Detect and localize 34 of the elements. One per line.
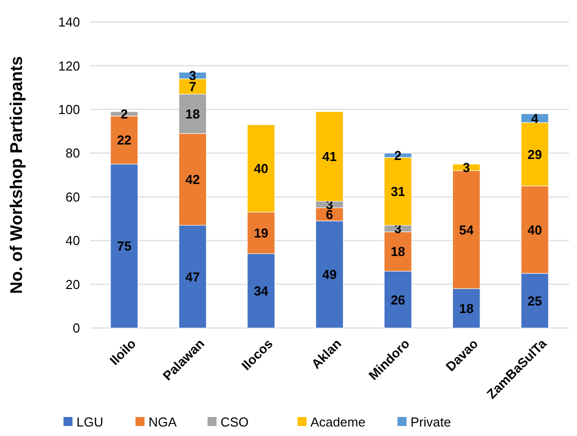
data-label: 26 (390, 292, 406, 308)
y-tick-label: 40 (66, 233, 80, 248)
y-tick-label: 60 (66, 189, 80, 204)
y-tick-label: 120 (58, 58, 80, 74)
data-label: 34 (254, 284, 270, 299)
legend-label: Private (410, 414, 451, 430)
data-label: 49 (322, 267, 337, 282)
data-label: 18 (390, 244, 406, 260)
y-tick-label: 100 (58, 102, 80, 117)
data-label: 7 (189, 79, 196, 94)
data-label: 18 (185, 106, 200, 122)
legend-label: CSO (220, 414, 249, 430)
data-label: 29 (528, 146, 542, 162)
data-label: 47 (185, 269, 200, 284)
y-tick-label: 20 (66, 276, 80, 292)
legend-label: LGU (76, 414, 104, 430)
data-label: 75 (116, 238, 132, 254)
data-label: 25 (528, 293, 542, 308)
y-tick-label: 80 (66, 146, 80, 161)
data-label: 40 (528, 222, 542, 238)
data-label: 54 (459, 222, 474, 238)
legend-label: NGA (148, 414, 177, 430)
data-label: 31 (390, 184, 406, 200)
data-label: 4 (531, 110, 540, 126)
data-label: 41 (322, 149, 337, 164)
data-label: 40 (254, 161, 268, 176)
y-tick-label: 0 (72, 320, 80, 336)
data-label: 18 (459, 301, 474, 316)
data-label: 42 (185, 172, 200, 188)
y-axis-title: No. of Workshop Participants (7, 56, 26, 294)
y-tick-label: 140 (58, 14, 80, 30)
data-label: 19 (254, 226, 268, 241)
data-label: 22 (116, 132, 132, 148)
legend-label: Academe (310, 414, 366, 430)
